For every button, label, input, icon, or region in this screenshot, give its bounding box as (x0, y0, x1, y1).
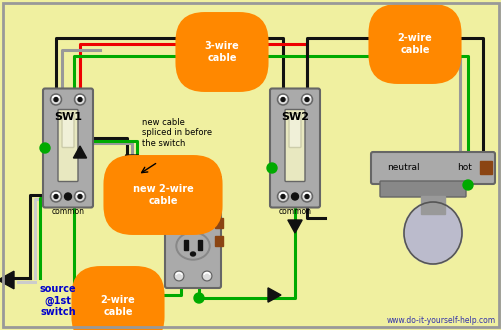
Circle shape (74, 191, 85, 202)
Bar (184, 240, 188, 250)
Ellipse shape (176, 232, 209, 260)
Circle shape (64, 193, 71, 200)
Circle shape (281, 194, 285, 199)
Text: common: common (278, 208, 311, 216)
Ellipse shape (176, 196, 209, 224)
Circle shape (301, 191, 312, 202)
Circle shape (78, 97, 82, 102)
Ellipse shape (178, 234, 207, 258)
Circle shape (54, 97, 58, 102)
FancyBboxPatch shape (285, 110, 305, 182)
Bar (479, 161, 491, 174)
Polygon shape (287, 220, 302, 233)
FancyBboxPatch shape (379, 181, 465, 197)
Circle shape (301, 94, 312, 105)
Text: new: new (180, 211, 204, 221)
Circle shape (267, 163, 277, 173)
Circle shape (305, 194, 309, 199)
Text: 2-wire
cable: 2-wire cable (100, 295, 135, 317)
Circle shape (40, 143, 50, 153)
Polygon shape (73, 146, 87, 158)
Ellipse shape (403, 202, 461, 264)
Circle shape (201, 271, 211, 281)
Text: www.do-it-yourself-help.com: www.do-it-yourself-help.com (386, 316, 495, 325)
Polygon shape (125, 155, 138, 167)
FancyBboxPatch shape (43, 88, 93, 208)
Ellipse shape (404, 203, 460, 263)
Bar (197, 240, 201, 250)
FancyBboxPatch shape (165, 176, 220, 288)
Circle shape (201, 183, 211, 193)
Circle shape (51, 94, 62, 105)
Polygon shape (243, 70, 256, 82)
Circle shape (277, 94, 288, 105)
Text: SW1: SW1 (54, 113, 82, 122)
Text: common: common (52, 208, 84, 216)
Circle shape (174, 271, 184, 281)
Circle shape (277, 191, 288, 202)
Circle shape (74, 94, 85, 105)
Circle shape (51, 191, 62, 202)
Circle shape (174, 183, 184, 193)
Bar (420, 196, 444, 214)
Polygon shape (0, 271, 14, 289)
Polygon shape (268, 288, 281, 302)
Ellipse shape (178, 198, 207, 222)
FancyBboxPatch shape (62, 114, 74, 148)
Polygon shape (186, 70, 199, 82)
Text: neutral: neutral (386, 163, 418, 173)
Bar (214, 218, 222, 228)
Bar (197, 204, 201, 214)
Text: 3-wire
cable: 3-wire cable (204, 41, 239, 63)
FancyBboxPatch shape (270, 88, 319, 208)
Circle shape (291, 193, 298, 200)
FancyBboxPatch shape (58, 110, 78, 182)
Text: new 2-wire
cable: new 2-wire cable (132, 184, 193, 206)
FancyBboxPatch shape (370, 152, 494, 184)
Ellipse shape (190, 216, 195, 220)
Ellipse shape (190, 252, 195, 256)
Circle shape (78, 194, 82, 199)
Circle shape (462, 180, 472, 190)
Text: hot: hot (456, 163, 471, 173)
Text: source
@1st
switch: source @1st switch (40, 284, 76, 317)
Circle shape (54, 194, 58, 199)
Circle shape (193, 293, 203, 303)
Circle shape (189, 228, 196, 236)
FancyBboxPatch shape (289, 114, 301, 148)
Text: new cable
spliced in before
the switch: new cable spliced in before the switch (142, 118, 212, 148)
Bar (184, 204, 188, 214)
Text: 2-wire
cable: 2-wire cable (397, 33, 431, 55)
Circle shape (281, 97, 285, 102)
Bar (214, 236, 222, 246)
Text: SW2: SW2 (281, 113, 309, 122)
Circle shape (305, 97, 309, 102)
